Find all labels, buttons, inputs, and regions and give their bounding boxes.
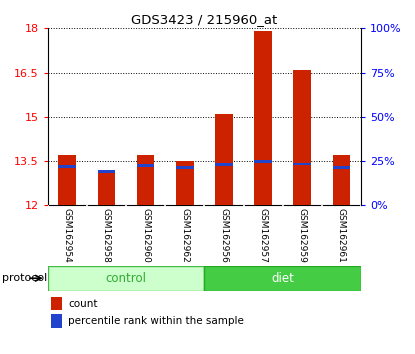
Bar bbox=[176, 166, 194, 169]
Text: GSM162962: GSM162962 bbox=[180, 208, 189, 263]
Bar bbox=[333, 155, 350, 205]
Bar bbox=[59, 155, 76, 205]
Bar bbox=[293, 70, 311, 205]
Bar bbox=[215, 163, 233, 166]
Text: GSM162960: GSM162960 bbox=[141, 208, 150, 263]
Bar bbox=[176, 161, 194, 205]
Text: control: control bbox=[105, 272, 146, 285]
Title: GDS3423 / 215960_at: GDS3423 / 215960_at bbox=[131, 13, 278, 26]
Text: GSM162958: GSM162958 bbox=[102, 208, 111, 263]
Text: diet: diet bbox=[271, 272, 294, 285]
Bar bbox=[137, 164, 154, 167]
Bar bbox=[293, 162, 311, 166]
Bar bbox=[254, 31, 272, 205]
Bar bbox=[98, 170, 115, 205]
Bar bbox=[254, 160, 272, 162]
Bar bbox=[205, 266, 361, 291]
Text: GSM162961: GSM162961 bbox=[337, 208, 346, 263]
Bar bbox=[98, 170, 115, 173]
Text: GSM162959: GSM162959 bbox=[298, 208, 307, 263]
Bar bbox=[215, 114, 233, 205]
Text: GSM162954: GSM162954 bbox=[63, 208, 72, 263]
Text: GSM162956: GSM162956 bbox=[220, 208, 229, 263]
Bar bbox=[59, 166, 76, 169]
Bar bbox=[48, 266, 205, 291]
Bar bbox=[137, 155, 154, 205]
Bar bbox=[51, 314, 62, 328]
Text: GSM162957: GSM162957 bbox=[259, 208, 268, 263]
Bar bbox=[51, 297, 62, 310]
Text: count: count bbox=[68, 299, 98, 309]
Text: protocol: protocol bbox=[2, 273, 47, 283]
Bar bbox=[333, 166, 350, 169]
Text: percentile rank within the sample: percentile rank within the sample bbox=[68, 316, 244, 326]
